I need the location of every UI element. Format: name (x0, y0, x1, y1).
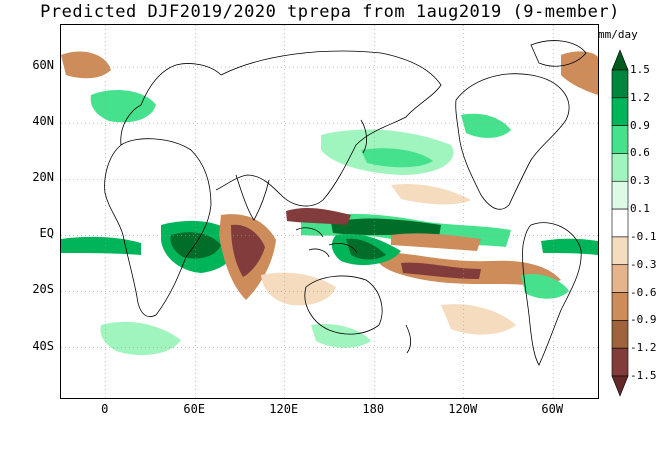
anomaly-patch (361, 148, 433, 168)
anomaly-patch (100, 321, 181, 356)
anomaly-patch (261, 272, 336, 306)
colorbar-tick-label: 0.6 (630, 146, 650, 160)
map-svg (61, 25, 598, 398)
colorbar-swatch (611, 153, 629, 182)
y-tick-label: EQ (39, 226, 54, 241)
colorbar-swatch (611, 97, 629, 126)
anomaly-patch (61, 236, 141, 255)
colorbar-tick-label: -0.9 (630, 313, 657, 327)
anomaly-patch (461, 113, 511, 138)
x-tick-label: 60E (183, 402, 206, 416)
coastline-north-america (455, 73, 570, 210)
coastline-indonesia (295, 227, 358, 258)
anomaly-patch (521, 273, 569, 299)
coastline-asia (215, 50, 442, 207)
y-tick-label: 40N (32, 114, 54, 129)
coastline-new-zealand (405, 324, 412, 354)
anomaly-patch (90, 90, 156, 123)
colorbar-tick-label: 0.9 (630, 118, 650, 132)
colorbar-tick-label: 0.3 (630, 174, 650, 188)
y-tick-label: 20N (32, 170, 54, 185)
x-tick-label: 60W (541, 402, 564, 416)
colorbar-swatch (611, 69, 629, 99)
colorbar-swatch (611, 347, 629, 377)
anomaly-patch (391, 183, 471, 205)
coastlines (104, 40, 587, 366)
anomaly-patch (286, 208, 351, 225)
colorbar-tick-label: 0.1 (630, 202, 650, 216)
x-tick-label: 120W (448, 402, 478, 416)
units-label: mm/day (598, 28, 638, 41)
x-tick-label: 120E (269, 402, 299, 416)
coastline-south-america (522, 222, 582, 366)
colorbar-arrow-bottom (611, 375, 629, 397)
colorbar-swatch (611, 320, 629, 349)
anomaly-patch (541, 238, 598, 255)
colorbar-tick-label: -0.1 (630, 229, 657, 243)
coastline-japan (360, 119, 367, 154)
colorbar-tick-label: 1.2 (630, 90, 650, 104)
anomaly-field (61, 51, 598, 356)
coastline-greenland (530, 40, 587, 67)
coastline-australia (304, 275, 383, 335)
map-title: Predicted DJF2019/2020 tprepa from 1aug2… (40, 2, 620, 22)
precipitation-map (60, 24, 599, 399)
colorbar-tick-label: -0.3 (630, 257, 657, 271)
anomaly-patch (170, 232, 221, 259)
anomaly-patch (391, 233, 481, 251)
colorbar-swatch (611, 236, 629, 266)
colorbar-tick-label: 1.5 (630, 63, 650, 76)
colorbar-swatch (611, 180, 629, 210)
anomaly-patch (441, 304, 516, 335)
x-tick-label: 0 (101, 402, 109, 416)
y-tick-label: 20S (32, 282, 54, 297)
anomaly-patch (311, 323, 371, 348)
colorbar-swatch (611, 292, 629, 321)
coastline-india (235, 174, 270, 221)
colorbar-arrow-top (611, 49, 629, 71)
y-tick-label: 60N (32, 58, 54, 73)
anomaly-patch (231, 224, 265, 277)
colorbar-swatch (611, 208, 629, 238)
colorbar-swatch (611, 264, 629, 293)
anomaly-patch (61, 51, 111, 79)
anomaly-patch (401, 262, 481, 279)
colorbar-tick-label: -1.5 (630, 369, 657, 382)
graticule (61, 25, 598, 398)
colorbar-tick-label: -1.2 (630, 341, 657, 355)
coastline-africa (104, 138, 212, 317)
anomaly-patch (331, 218, 441, 237)
x-tick-label: 180 (362, 402, 385, 416)
colorbar (611, 49, 629, 397)
colorbar-tick-label: -0.6 (630, 285, 657, 299)
coastline-europe (120, 63, 222, 146)
colorbar-swatch (611, 125, 629, 154)
anomaly-patch (561, 51, 598, 95)
y-tick-label: 40S (32, 338, 54, 353)
anomaly-patch (346, 238, 386, 260)
